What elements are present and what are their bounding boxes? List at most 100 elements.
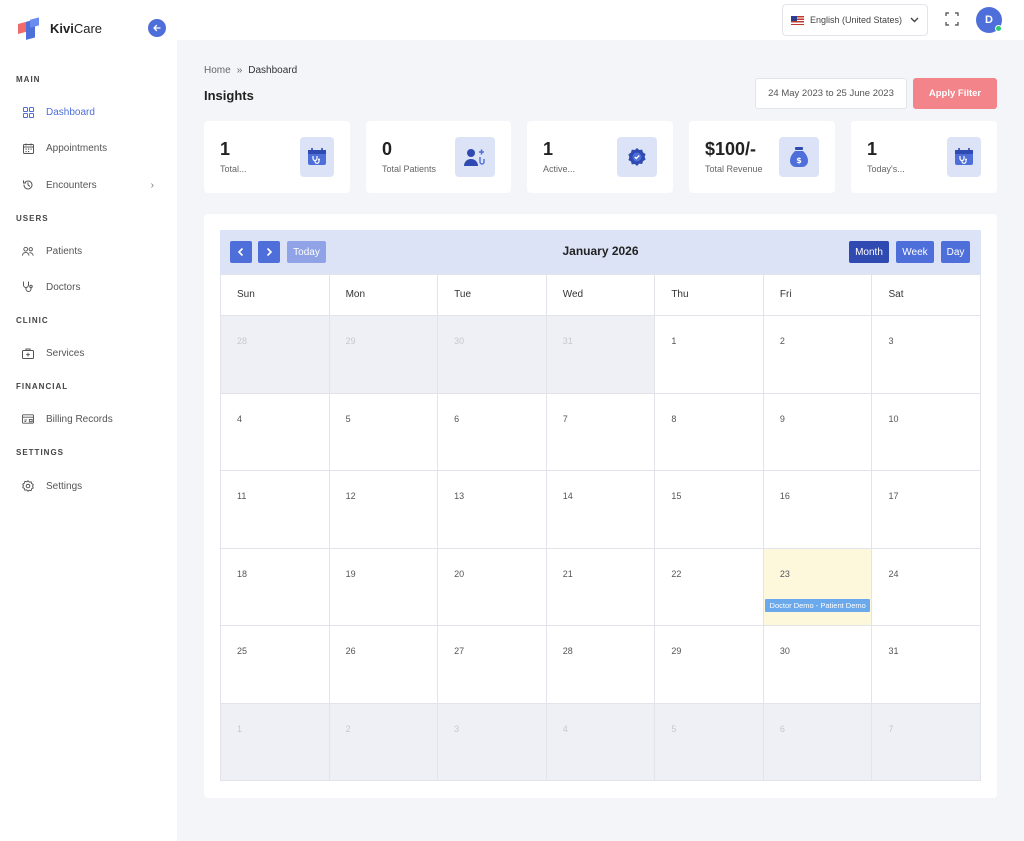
sidebar-item-appointments[interactable]: Appointments [22, 138, 162, 158]
month-view-button[interactable]: Month [849, 241, 889, 263]
calendar-day-cell[interactable]: 28 [546, 626, 656, 704]
weekday-header: Tue [438, 275, 547, 316]
collapse-sidebar-button[interactable] [148, 19, 166, 37]
calendar-day-cell[interactable]: 3 [872, 316, 982, 394]
weekday-header: Wed [546, 275, 656, 316]
money-bag-icon: $ [779, 137, 819, 177]
weekday-header: Sun [221, 275, 330, 316]
calendar-toolbar: January 2026 Today Month Week Day [220, 230, 981, 274]
calendar-day-cell[interactable]: 15 [655, 471, 764, 549]
date-range-picker[interactable]: 24 May 2023 to 25 June 2023 [755, 78, 907, 109]
calendar-day-cell[interactable]: 29 [329, 316, 439, 394]
calendar-week-row: 11 12 13 14 15 16 17 [221, 471, 982, 549]
apply-filter-button[interactable]: Apply Filter [913, 78, 997, 109]
chevron-right-icon [266, 247, 273, 257]
calendar-day-cell[interactable]: 9 [763, 393, 873, 471]
sidebar-item-encounters[interactable]: Encounters › [22, 175, 162, 195]
grid-icon [22, 106, 34, 118]
calendar-day-cell[interactable]: 8 [655, 393, 764, 471]
calendar-card: January 2026 Today Month Week Day Sun Mo… [204, 214, 997, 798]
calendar-day-cell[interactable]: 31 [546, 316, 656, 394]
calendar-day-cell[interactable]: 28 [221, 316, 330, 394]
stat-card-total-appointments[interactable]: 1 Total... [204, 121, 350, 193]
sidebar-item-label: Dashboard [46, 106, 95, 118]
chevron-right-icon: › [150, 179, 154, 191]
calendar-day-cell[interactable]: 26 [329, 626, 439, 704]
stat-value: 1 [867, 139, 878, 159]
calendar-week-row: 18 19 20 21 22 23 Doctor Demo - Patient … [221, 548, 982, 626]
calendar-day-cell[interactable]: 27 [438, 626, 547, 704]
sidebar-item-billing-records[interactable]: Billing Records [22, 409, 162, 429]
calendar-day-cell[interactable]: 2 [763, 316, 873, 394]
sidebar-item-services[interactable]: Services [22, 343, 162, 363]
calendar-day-cell[interactable]: 6 [763, 703, 873, 781]
us-flag-icon [791, 15, 804, 25]
today-button[interactable]: Today [287, 241, 326, 263]
logo[interactable]: KiviCare [18, 16, 102, 40]
calendar-day-cell[interactable]: 20 [438, 548, 547, 626]
week-view-button[interactable]: Week [896, 241, 934, 263]
calendar-day-cell[interactable]: 25 [221, 626, 330, 704]
sidebar-item-dashboard[interactable]: Dashboard [22, 102, 162, 122]
stat-label: Total Revenue [705, 164, 763, 174]
calendar-day-cell-today[interactable]: 23 Doctor Demo - Patient Demo [763, 548, 873, 626]
stat-card-total-patients[interactable]: 0 Total Patients [366, 121, 511, 193]
calendar-day-cell[interactable]: 12 [329, 471, 439, 549]
chevron-left-icon [237, 247, 244, 257]
next-month-button[interactable] [258, 241, 280, 263]
calendar-day-cell[interactable]: 14 [546, 471, 656, 549]
prev-month-button[interactable] [230, 241, 252, 263]
calendar-day-cell[interactable]: 7 [546, 393, 656, 471]
language-select[interactable]: English (United States) [782, 4, 928, 36]
calendar-day-cell[interactable]: 30 [763, 626, 873, 704]
breadcrumb-home[interactable]: Home [204, 65, 231, 76]
calendar-day-cell[interactable]: 21 [546, 548, 656, 626]
calendar-day-cell[interactable]: 5 [329, 393, 439, 471]
calendar-day-cell[interactable]: 29 [655, 626, 764, 704]
calendar-day-cell[interactable]: 7 [872, 703, 982, 781]
calendar-day-cell[interactable]: 1 [221, 703, 330, 781]
sidebar-item-settings[interactable]: Settings [22, 476, 162, 496]
calendar-day-cell[interactable]: 30 [438, 316, 547, 394]
stat-label: Total... [220, 164, 247, 174]
calendar-day-cell[interactable]: 19 [329, 548, 439, 626]
sidebar-item-doctors[interactable]: Doctors [22, 277, 162, 297]
sidebar-item-label: Encounters [46, 179, 97, 191]
weekday-header: Mon [329, 275, 439, 316]
calendar-day-cell[interactable]: 17 [872, 471, 982, 549]
stat-card-total-revenue[interactable]: $100/- Total Revenue $ [689, 121, 835, 193]
calendar-day-cell[interactable]: 16 [763, 471, 873, 549]
calendar-day-cell[interactable]: 2 [329, 703, 439, 781]
user-avatar[interactable]: D [976, 7, 1002, 33]
stat-value: 0 [382, 139, 393, 159]
calendar-event[interactable]: Doctor Demo - Patient Demo [764, 598, 871, 612]
calendar-day-cell[interactable]: 24 [872, 548, 982, 626]
calendar-day-cell[interactable]: 22 [655, 548, 764, 626]
svg-text:$: $ [796, 156, 802, 165]
calendar-day-cell[interactable]: 5 [655, 703, 764, 781]
calendar-day-cell[interactable]: 18 [221, 548, 330, 626]
breadcrumb-separator: » [236, 65, 243, 76]
calendar-day-cell[interactable]: 1 [655, 316, 764, 394]
calendar-day-cell[interactable]: 4 [221, 393, 330, 471]
weekday-header: Sat [872, 275, 982, 316]
sidebar-item-patients[interactable]: Patients [22, 241, 162, 261]
section-label-financial: FINANCIAL [16, 382, 69, 391]
stat-card-active-appointments[interactable]: 1 Active... [527, 121, 673, 193]
day-view-button[interactable]: Day [941, 241, 970, 263]
calendar-day-cell[interactable]: 11 [221, 471, 330, 549]
calendar-week-row: 28 29 30 31 1 2 3 [221, 316, 982, 394]
patient-icon [455, 137, 495, 177]
calendar-icon [22, 142, 34, 154]
calendar-day-cell[interactable]: 4 [546, 703, 656, 781]
calendar-day-cell[interactable]: 10 [872, 393, 982, 471]
calendar-day-cell[interactable]: 13 [438, 471, 547, 549]
calendar-day-cell[interactable]: 3 [438, 703, 547, 781]
fullscreen-icon[interactable] [945, 12, 959, 26]
calendar-day-cell[interactable]: 6 [438, 393, 547, 471]
stat-card-todays-appointments[interactable]: 1 Today's... [851, 121, 997, 193]
kivicare-logo-icon [18, 16, 42, 40]
sidebar-item-label: Patients [46, 245, 83, 257]
calendar-day-cell[interactable]: 31 [872, 626, 982, 704]
stat-value: 1 [220, 139, 231, 159]
